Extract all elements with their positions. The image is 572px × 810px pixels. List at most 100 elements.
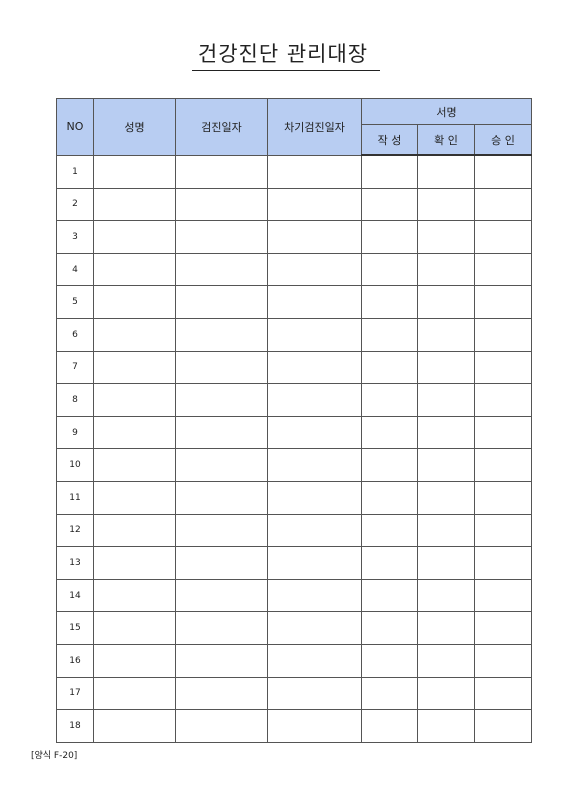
next-exam-date-cell[interactable]	[267, 415, 362, 450]
next-exam-date-cell[interactable]	[267, 350, 362, 385]
sign-approve-cell[interactable]	[473, 643, 533, 678]
exam-date-cell[interactable]	[175, 285, 268, 319]
sign-confirm-cell[interactable]	[417, 513, 475, 548]
sign-confirm-cell[interactable]	[417, 578, 475, 613]
name-cell[interactable]	[93, 676, 176, 711]
sign-write-cell[interactable]	[361, 513, 418, 548]
name-cell[interactable]	[93, 578, 176, 613]
sign-confirm-cell[interactable]	[417, 187, 475, 222]
sign-write-cell[interactable]	[361, 546, 418, 580]
exam-date-cell[interactable]	[175, 317, 268, 352]
exam-date-cell[interactable]	[175, 252, 268, 287]
sign-write-cell[interactable]	[361, 383, 418, 417]
name-cell[interactable]	[93, 383, 176, 417]
sign-approve-cell[interactable]	[473, 317, 533, 352]
exam-date-cell[interactable]	[175, 383, 268, 417]
sign-confirm-cell[interactable]	[417, 643, 475, 678]
sign-confirm-cell[interactable]	[417, 415, 475, 450]
sign-approve-cell[interactable]	[473, 709, 533, 743]
sign-approve-cell[interactable]	[473, 480, 533, 515]
sign-write-cell[interactable]	[361, 154, 418, 189]
exam-date-cell[interactable]	[175, 154, 268, 189]
next-exam-date-cell[interactable]	[267, 383, 362, 417]
sign-confirm-cell[interactable]	[417, 383, 475, 417]
sign-write-cell[interactable]	[361, 709, 418, 743]
sign-write-cell[interactable]	[361, 611, 418, 645]
name-cell[interactable]	[93, 285, 176, 319]
sign-write-cell[interactable]	[361, 252, 418, 287]
sign-approve-cell[interactable]	[473, 415, 533, 450]
exam-date-cell[interactable]	[175, 611, 268, 645]
exam-date-cell[interactable]	[175, 709, 268, 743]
name-cell[interactable]	[93, 611, 176, 645]
sign-confirm-cell[interactable]	[417, 154, 475, 189]
sign-confirm-cell[interactable]	[417, 546, 475, 580]
exam-date-cell[interactable]	[175, 480, 268, 515]
exam-date-cell[interactable]	[175, 350, 268, 385]
sign-write-cell[interactable]	[361, 480, 418, 515]
next-exam-date-cell[interactable]	[267, 546, 362, 580]
sign-approve-cell[interactable]	[473, 154, 533, 189]
name-cell[interactable]	[93, 480, 176, 515]
exam-date-cell[interactable]	[175, 546, 268, 580]
sign-approve-cell[interactable]	[473, 285, 533, 319]
sign-write-cell[interactable]	[361, 317, 418, 352]
sign-approve-cell[interactable]	[473, 448, 533, 482]
name-cell[interactable]	[93, 220, 176, 254]
next-exam-date-cell[interactable]	[267, 480, 362, 515]
name-cell[interactable]	[93, 513, 176, 548]
next-exam-date-cell[interactable]	[267, 513, 362, 548]
sign-approve-cell[interactable]	[473, 187, 533, 222]
sign-confirm-cell[interactable]	[417, 252, 475, 287]
sign-approve-cell[interactable]	[473, 676, 533, 711]
sign-approve-cell[interactable]	[473, 513, 533, 548]
next-exam-date-cell[interactable]	[267, 709, 362, 743]
name-cell[interactable]	[93, 252, 176, 287]
exam-date-cell[interactable]	[175, 415, 268, 450]
exam-date-cell[interactable]	[175, 513, 268, 548]
sign-approve-cell[interactable]	[473, 252, 533, 287]
sign-confirm-cell[interactable]	[417, 676, 475, 711]
next-exam-date-cell[interactable]	[267, 317, 362, 352]
name-cell[interactable]	[93, 415, 176, 450]
sign-write-cell[interactable]	[361, 415, 418, 450]
name-cell[interactable]	[93, 350, 176, 385]
sign-confirm-cell[interactable]	[417, 709, 475, 743]
sign-confirm-cell[interactable]	[417, 448, 475, 482]
next-exam-date-cell[interactable]	[267, 611, 362, 645]
sign-write-cell[interactable]	[361, 448, 418, 482]
next-exam-date-cell[interactable]	[267, 154, 362, 189]
sign-write-cell[interactable]	[361, 643, 418, 678]
next-exam-date-cell[interactable]	[267, 643, 362, 678]
sign-approve-cell[interactable]	[473, 220, 533, 254]
sign-confirm-cell[interactable]	[417, 220, 475, 254]
name-cell[interactable]	[93, 154, 176, 189]
next-exam-date-cell[interactable]	[267, 187, 362, 222]
sign-write-cell[interactable]	[361, 350, 418, 385]
name-cell[interactable]	[93, 448, 176, 482]
sign-approve-cell[interactable]	[473, 546, 533, 580]
exam-date-cell[interactable]	[175, 643, 268, 678]
sign-approve-cell[interactable]	[473, 383, 533, 417]
sign-confirm-cell[interactable]	[417, 350, 475, 385]
next-exam-date-cell[interactable]	[267, 448, 362, 482]
next-exam-date-cell[interactable]	[267, 578, 362, 613]
name-cell[interactable]	[93, 643, 176, 678]
sign-approve-cell[interactable]	[473, 578, 533, 613]
sign-approve-cell[interactable]	[473, 350, 533, 385]
exam-date-cell[interactable]	[175, 448, 268, 482]
sign-confirm-cell[interactable]	[417, 480, 475, 515]
next-exam-date-cell[interactable]	[267, 285, 362, 319]
sign-write-cell[interactable]	[361, 187, 418, 222]
sign-write-cell[interactable]	[361, 676, 418, 711]
sign-confirm-cell[interactable]	[417, 317, 475, 352]
exam-date-cell[interactable]	[175, 220, 268, 254]
sign-write-cell[interactable]	[361, 285, 418, 319]
next-exam-date-cell[interactable]	[267, 220, 362, 254]
exam-date-cell[interactable]	[175, 676, 268, 711]
name-cell[interactable]	[93, 546, 176, 580]
exam-date-cell[interactable]	[175, 187, 268, 222]
sign-confirm-cell[interactable]	[417, 611, 475, 645]
name-cell[interactable]	[93, 187, 176, 222]
sign-approve-cell[interactable]	[473, 611, 533, 645]
